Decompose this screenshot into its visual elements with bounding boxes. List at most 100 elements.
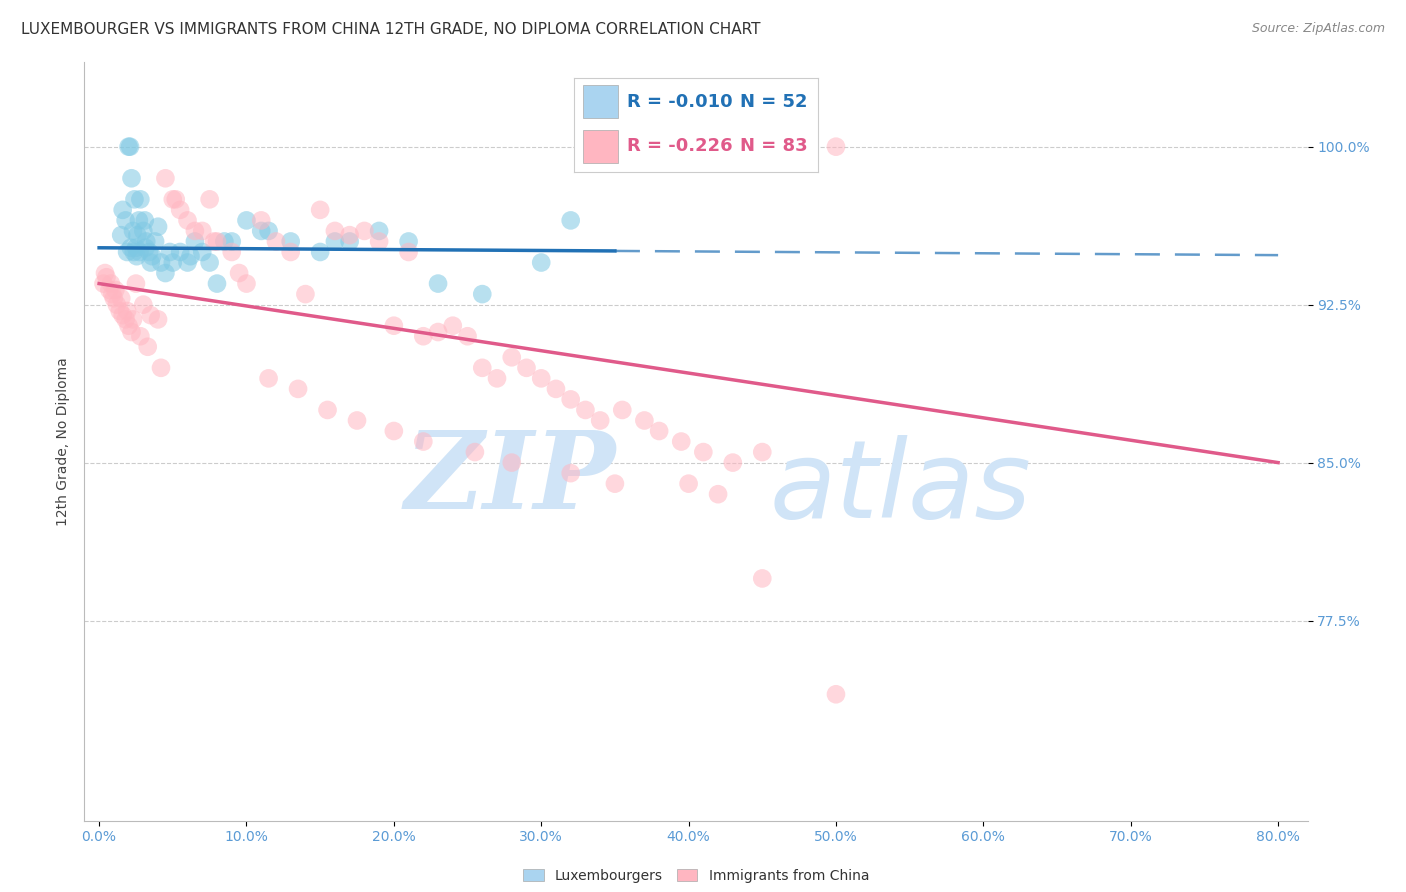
Point [110,291,132,305]
Point [101,287,124,301]
Point [98,283,121,297]
Point [368,235,391,249]
Point [692,445,714,459]
Point [501,456,523,470]
Point [427,277,450,291]
Point [191,245,214,260]
Point [346,413,368,427]
Point [135,235,157,249]
Point [612,403,634,417]
Point [530,371,553,385]
Point [339,228,361,243]
Point [544,382,567,396]
Point [129,192,152,206]
Point [530,255,553,269]
Text: Source: ZipAtlas.com: Source: ZipAtlas.com [1251,22,1385,36]
Point [146,312,169,326]
Point [115,245,138,260]
Point [280,245,302,260]
Point [155,171,177,186]
Point [412,434,434,449]
Point [235,277,257,291]
Point [127,228,149,243]
Point [287,382,309,396]
Point [751,445,773,459]
Point [205,235,228,249]
Point [427,325,450,339]
Point [125,277,148,291]
Point [309,202,332,217]
Point [125,249,148,263]
Point [169,202,191,217]
Y-axis label: 12th Grade, No Diploma: 12th Grade, No Diploma [56,357,70,526]
Point [122,245,145,260]
Point [412,329,434,343]
Point [825,687,848,701]
Point [751,571,773,585]
Point [633,413,655,427]
Point [464,445,486,459]
Point [155,266,177,280]
Point [122,224,145,238]
Point [309,245,332,260]
Point [515,360,537,375]
Point [110,228,132,243]
Point [457,329,479,343]
Point [132,298,155,312]
Point [121,325,143,339]
Point [198,192,221,206]
Point [128,245,150,260]
Point [94,266,117,280]
Point [382,318,405,333]
Point [398,245,420,260]
Point [114,213,136,227]
Point [146,219,169,234]
Point [382,424,405,438]
Point [560,392,582,407]
Point [150,360,173,375]
Point [202,235,225,249]
Point [294,287,316,301]
Point [129,329,152,343]
Point [124,192,146,206]
Point [205,277,228,291]
Point [398,235,420,249]
Point [122,312,145,326]
Point [134,213,156,227]
Point [132,224,155,238]
Point [176,255,198,269]
Point [648,424,671,438]
Point [111,308,134,322]
Point [165,192,187,206]
Point [441,318,464,333]
Point [111,202,134,217]
Point [257,371,280,385]
Point [250,213,273,227]
Point [221,235,243,249]
Point [368,224,391,238]
Point [471,287,494,301]
Point [198,255,221,269]
Point [120,241,142,255]
Point [560,466,582,480]
Point [179,249,201,263]
Point [96,270,118,285]
Point [228,266,250,280]
Point [114,312,136,326]
Text: atlas: atlas [769,434,1031,540]
Point [141,249,163,263]
Point [323,224,346,238]
Point [128,213,150,227]
Text: LUXEMBOURGER VS IMMIGRANTS FROM CHINA 12TH GRADE, NO DIPLOMA CORRELATION CHART: LUXEMBOURGER VS IMMIGRANTS FROM CHINA 12… [21,22,761,37]
Point [138,245,160,260]
Point [118,139,141,153]
Point [150,255,173,269]
Point [574,403,596,417]
Point [471,360,494,375]
Point [250,224,273,238]
Point [169,245,191,260]
Point [143,235,166,249]
Point [280,235,302,249]
Point [139,308,162,322]
Point [353,224,375,238]
